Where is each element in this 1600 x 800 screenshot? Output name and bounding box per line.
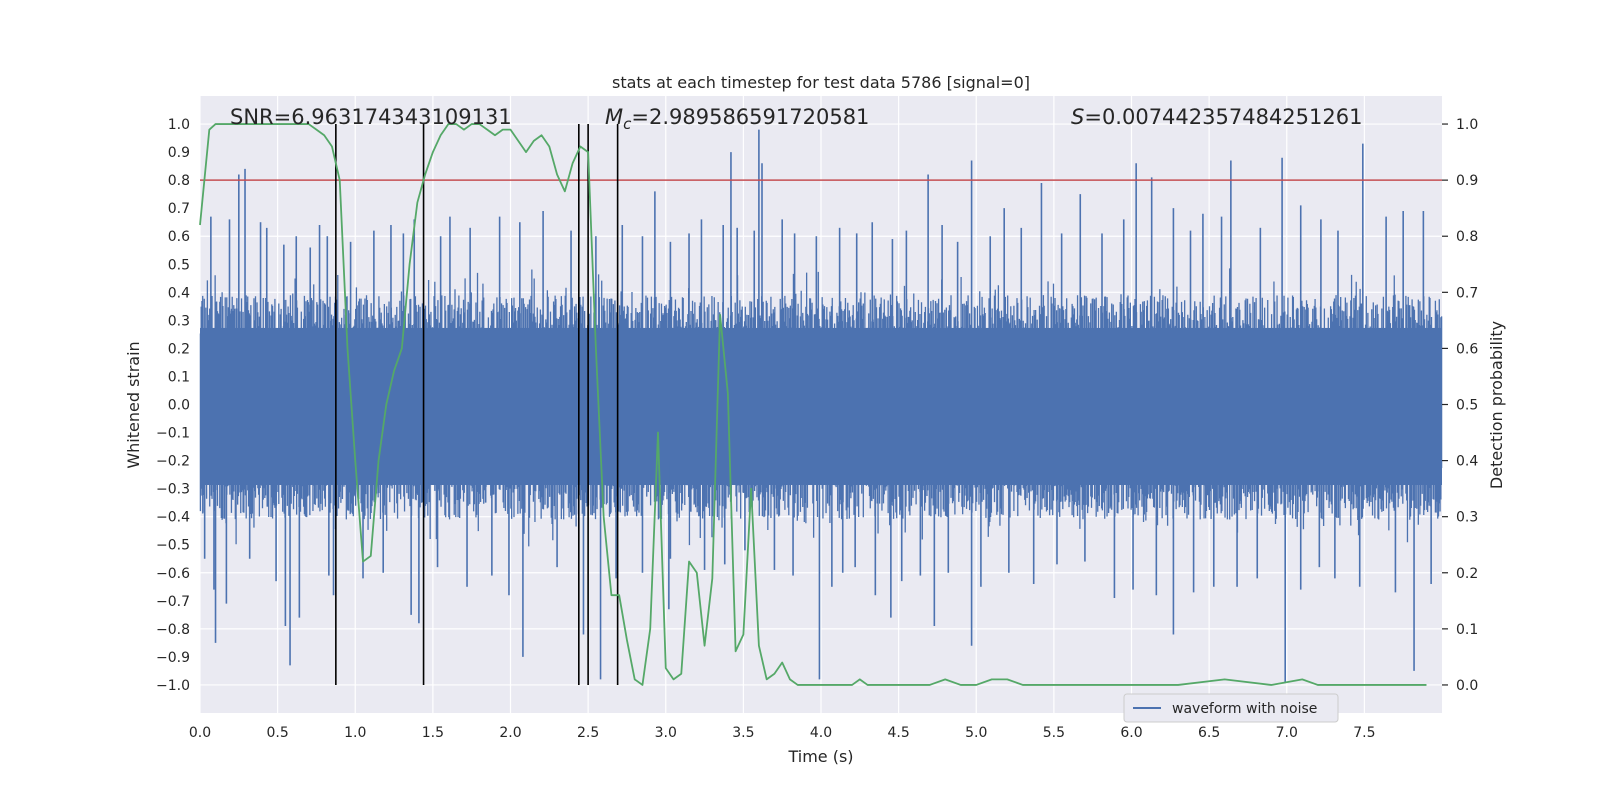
y2-tick-label: 0.6 [1456,341,1478,357]
y2-tick-label: 0.0 [1456,678,1478,694]
detection-probability-series [199,123,1427,686]
x-tick-label: 2.0 [499,725,521,741]
chirp-mass-annotation: Mc=2.989586591720581 [605,105,869,133]
y-tick-label: −0.8 [156,622,190,638]
x-tick-label: 0.5 [266,725,288,741]
y-tick-label: −0.7 [156,594,190,610]
y2-tick-label: 0.9 [1456,173,1478,189]
chirp-mass-value: =2.989586591720581 [631,105,869,129]
y-tick-label: −0.9 [156,650,190,666]
snr-annotation: SNR=6.963174343109131 [230,105,512,129]
waveform-with-noise-series [199,129,1443,683]
legend-box [1123,693,1339,723]
y-tick-label: −0.6 [156,566,190,582]
x-tick-label: 4.0 [810,725,832,741]
chart-title: stats at each timestep for test data 578… [612,73,1030,92]
y2-tick-label: 0.5 [1456,398,1478,414]
y-tick-label: −0.1 [156,426,190,442]
x-tick-label: 7.0 [1276,725,1298,741]
y2-tick-label: 0.1 [1456,622,1478,638]
y-tick-label: 0.2 [168,341,190,357]
y-tick-label: 0.1 [168,369,190,385]
y-axis-left: −1.0 −0.9 −0.8 −0.7 −0.6 −0.5 −0.4 −0.3 −0.2 −0.1… [156,117,190,694]
x-tick-label: 5.0 [965,725,987,741]
probability-line [199,123,1427,686]
y2-tick-label: 0.4 [1456,454,1478,470]
x-tick-label: 6.0 [1120,725,1142,741]
y2-tick-label: 0.2 [1456,566,1478,582]
x-tick-label: 2.5 [577,725,599,741]
y-tick-label: −1.0 [156,678,190,694]
y-tick-label: 0.5 [168,257,190,273]
y-tick-label: −0.5 [156,538,190,554]
x-tick-label: 3.5 [732,725,754,741]
chirp-mass-symbol: M [605,105,623,129]
y-tick-label: 0.6 [168,229,190,245]
y-tick-label: 0.7 [168,201,190,217]
x-tick-label: 6.5 [1198,725,1220,741]
x-tick-label: 7.5 [1353,725,1375,741]
x-tick-label: 0.0 [189,725,211,741]
chirp-mass-subscript: c [623,115,632,133]
x-axis-label: Time (s) [787,747,853,766]
legend-label: waveform with noise [1172,701,1317,717]
noise-core [200,327,1442,485]
y2-tick-label: 0.8 [1456,229,1478,245]
s-annotation: S=0.007442357484251261 [1071,105,1362,129]
y-tick-label: 0.0 [168,398,190,414]
y-tick-label: 1.0 [168,117,190,133]
y-tick-label: 0.3 [168,313,190,329]
y-tick-label: 0.9 [168,145,190,161]
y2-axis-label: Detection probability [1487,321,1506,489]
x-tick-label: 1.0 [344,725,366,741]
y-tick-label: −0.4 [156,510,190,526]
x-tick-label: 3.0 [655,725,677,741]
x-tick-label: 4.5 [887,725,909,741]
y-axis-right: 0.0 0.1 0.2 0.3 0.4 0.5 0.6 0.7 0.8 0.9 1.0 [1442,117,1478,694]
y2-tick-label: 0.7 [1456,285,1478,301]
y2-tick-label: 0.3 [1456,510,1478,526]
y-axis-label: Whitened strain [124,341,143,468]
x-tick-label: 1.5 [422,725,444,741]
x-axis: 0.0 0.5 1.0 1.5 2.0 2.5 3.0 3.5 4.0 4.5 5.0 5.5 6.0 6… [189,725,1376,741]
s-value: =0.007442357484251261 [1084,105,1362,129]
y2-tick-label: 1.0 [1456,117,1478,133]
x-tick-label: 5.5 [1043,725,1065,741]
y-tick-label: −0.2 [156,454,190,470]
event-markers [335,124,619,685]
y-tick-label: 0.4 [168,285,190,301]
y-tick-label: 0.8 [168,173,190,189]
s-symbol: S [1071,105,1084,129]
legend: waveform with noise [1123,693,1339,723]
y-tick-label: −0.3 [156,482,190,498]
